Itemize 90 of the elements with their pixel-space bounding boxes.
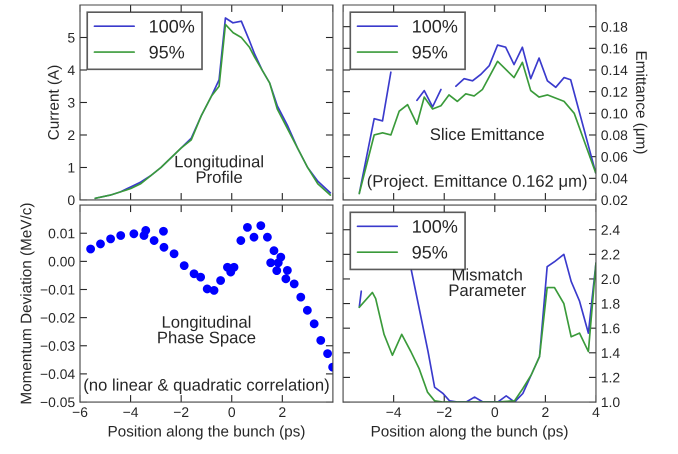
point (296, 292, 306, 302)
point (282, 266, 292, 275)
annotation: (no linear & quadratic correlation) (84, 378, 329, 394)
point (216, 276, 226, 285)
y-tick-label: 1 (68, 162, 74, 173)
x-tick-label: 2 (279, 407, 286, 417)
point (274, 258, 283, 268)
y2-tick-label: 2.2 (602, 250, 620, 260)
y2-tick-label: 1.8 (602, 298, 620, 309)
x-tick-label: 0 (228, 407, 236, 418)
point (310, 319, 319, 328)
point (272, 266, 282, 276)
point (290, 279, 299, 288)
legend-label: 100% (413, 20, 458, 33)
x-tick-label: 4 (592, 407, 600, 417)
y2-tick-label: 0.10 (601, 108, 628, 118)
y2-tick-label: 1.0 (602, 397, 620, 408)
x-tick-label: −4 (123, 407, 138, 417)
y-tick-label: 3 (68, 98, 75, 108)
y-axis-title: Momentum Deviation (MeV/c) (20, 203, 34, 404)
y2-tick-label: 0.16 (601, 44, 628, 54)
x-tick-label: −6 (72, 407, 88, 418)
y2-tick-label: 0.02 (601, 195, 628, 206)
y2-axis-title: Emittance (μm) (633, 52, 648, 154)
x-tick-label: 2 (542, 407, 549, 417)
legend-label: 95% (412, 246, 448, 259)
point (170, 249, 178, 258)
point (159, 226, 168, 236)
point (106, 234, 115, 244)
point (230, 262, 238, 272)
legend-label: 100% (150, 20, 194, 33)
y-tick-label: −0.04 (40, 369, 75, 380)
y2-tick-label: 0.18 (601, 22, 628, 32)
point (86, 244, 96, 254)
point (190, 269, 198, 278)
y2-tick-label: 1.2 (602, 372, 620, 382)
point (210, 286, 218, 295)
legend-label: 95% (149, 46, 184, 59)
point (270, 246, 278, 256)
legend-label: 100% (413, 220, 458, 233)
y-tick-label: 0.01 (48, 228, 74, 238)
x-tick-label: −2 (436, 407, 452, 417)
y2-tick-label: 0.12 (601, 86, 628, 97)
annotation: Longitudinal Profile (176, 155, 263, 183)
point (129, 229, 138, 238)
y2-tick-label: 0.04 (601, 174, 628, 184)
y-tick-label: −0.01 (40, 284, 74, 295)
y-tick-label: −0.05 (40, 397, 75, 408)
y2-tick-label: 0.06 (601, 152, 628, 162)
y-tick-label: 2 (68, 130, 74, 140)
point (266, 258, 276, 268)
y2-tick-label: 1.4 (602, 348, 620, 358)
y2-tick-label: 1.6 (602, 324, 620, 334)
point (141, 226, 150, 235)
point (256, 221, 266, 230)
y-tick-label: 4 (68, 65, 75, 76)
point (281, 274, 290, 284)
annotation: Longitudinal Phase Space (158, 316, 256, 347)
x-tick-label: 0 (491, 407, 498, 418)
point (316, 336, 326, 345)
point (96, 240, 105, 248)
point (116, 231, 126, 240)
point (323, 349, 332, 358)
annotation: Mismatch Parameter (450, 268, 526, 296)
point (243, 222, 252, 232)
annotation: (Project. Emittance 0.162 μm) (368, 174, 586, 190)
annotation: Slice Emittance (430, 128, 544, 140)
y2-tick-label: 2.4 (602, 225, 620, 235)
y-tick-label: −0.02 (40, 312, 74, 323)
y2-tick-label: 0.14 (601, 65, 628, 76)
point (263, 232, 272, 242)
y-tick-label: 0.00 (48, 256, 75, 267)
point (236, 236, 246, 245)
legend-label: 95% (412, 46, 448, 59)
y-tick-label: 5 (68, 32, 75, 43)
x-axis-title: Position along the bunch (ps) (108, 425, 304, 440)
point (150, 236, 158, 245)
y2-tick-label: 0.08 (601, 130, 628, 140)
x-tick-label: −2 (174, 407, 188, 417)
y-tick-label: 0 (68, 195, 75, 206)
point (250, 232, 258, 242)
y-axis-title: Current (A) (48, 66, 62, 140)
point (196, 272, 206, 282)
x-axis-title: Position along the bunch (ps) (372, 425, 568, 440)
y2-tick-label: 2.0 (602, 274, 620, 284)
point (302, 306, 312, 315)
point (180, 261, 189, 270)
point (160, 242, 168, 252)
x-tick-label: −4 (386, 407, 402, 417)
y-tick-label: −0.03 (40, 341, 75, 351)
